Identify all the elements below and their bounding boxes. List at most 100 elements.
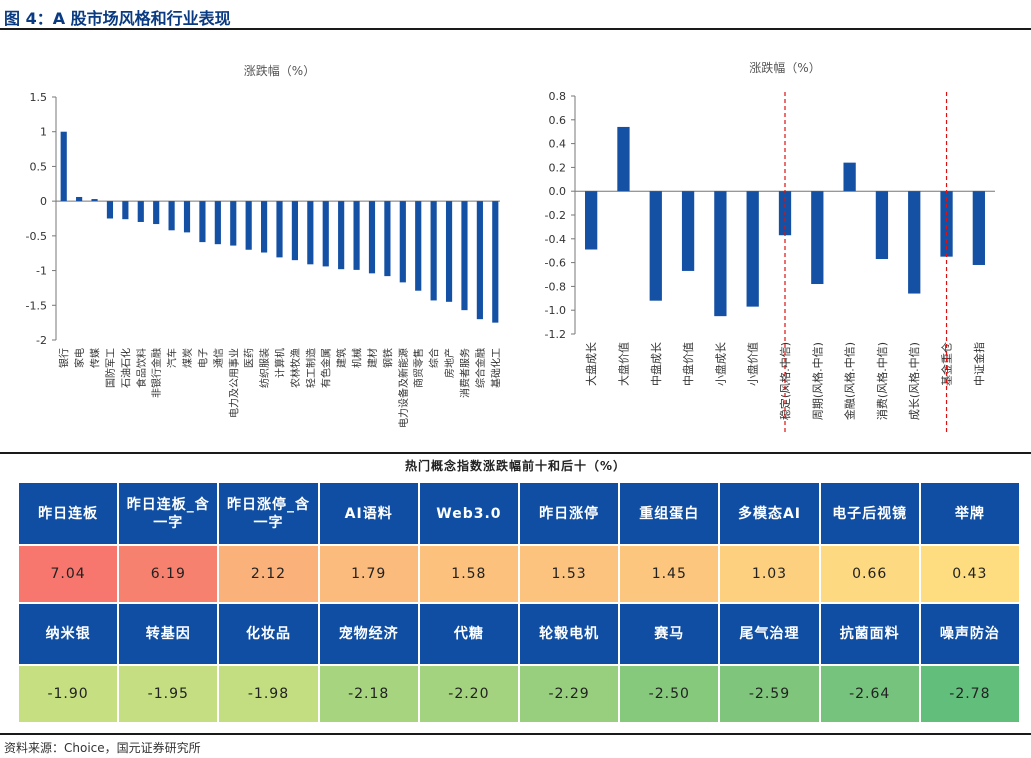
x-category-label: 汽车 — [166, 348, 179, 368]
x-category-label: 煤炭 — [181, 348, 194, 368]
x-category-label: 金融(风格.中信) — [843, 342, 857, 420]
x-category-label: 建材 — [366, 348, 379, 368]
y-tick-label: -2 — [36, 334, 47, 347]
y-tick-label: 0.4 — [549, 138, 567, 151]
bar-建材 — [368, 201, 376, 274]
bar-有色金属 — [322, 201, 329, 267]
bar-大盘价值 — [617, 126, 630, 192]
bar-钢铁 — [384, 201, 391, 277]
concept-value-cell: -2.50 — [619, 665, 720, 723]
y-tick-label: 0.8 — [549, 90, 567, 103]
x-category-label: 家电 — [73, 348, 86, 368]
concept-name-cell: 多模态AI — [719, 482, 820, 545]
concept-value-cell: -2.78 — [919, 665, 1020, 723]
concept-name-cell: 赛马 — [619, 603, 720, 665]
bar-医药 — [245, 201, 252, 250]
x-category-label: 综合 — [428, 348, 441, 368]
bar-国防军工 — [106, 201, 114, 219]
source-note: 资料来源：Choice，国元证券研究所 — [4, 741, 201, 755]
bar-成长(风格.中信) — [908, 191, 921, 294]
y-tick-label: -0.5 — [26, 230, 47, 243]
concept-value-cell: 1.53 — [518, 545, 620, 603]
x-category-label: 电力及公用事业 — [227, 348, 240, 418]
y-tick-label: -1.5 — [26, 299, 47, 312]
concept-name-cell: 纳米银 — [18, 603, 119, 665]
x-category-label: 建筑 — [335, 348, 348, 368]
concept-value-cell: -1.98 — [218, 665, 319, 723]
bar-电子 — [199, 201, 206, 243]
x-category-label: 周期(风格.中信) — [810, 342, 824, 420]
y-tick-label: 1 — [40, 126, 47, 139]
concept-value-cell: -1.95 — [118, 665, 219, 723]
bar-石油石化 — [122, 201, 129, 220]
x-category-label: 大盘成长 — [584, 342, 598, 386]
bar-商贸零售 — [415, 201, 422, 291]
bar-综合 — [430, 201, 437, 301]
x-category-label: 轻工制造 — [304, 348, 317, 388]
concept-name-cell: 昨日涨停 — [518, 482, 620, 545]
bar-中盘成长 — [649, 191, 662, 301]
concept-name-cell: 昨日连板 — [18, 482, 119, 545]
bar-非银行金融 — [153, 201, 160, 225]
bar-煤炭 — [183, 201, 191, 233]
bar-汽车 — [168, 201, 175, 231]
concept-value-cell: 1.45 — [619, 545, 720, 603]
concept-name-cell: 电子后视镜 — [819, 482, 920, 545]
concept-value-cell: -2.29 — [518, 665, 620, 723]
x-category-label: 通信 — [213, 348, 225, 368]
concept-name-cell: 代糖 — [418, 603, 519, 665]
x-category-label: 钢铁 — [381, 348, 394, 368]
bar-银行 — [60, 131, 67, 202]
x-category-label: 商贸零售 — [412, 348, 425, 388]
x-category-label: 中证金指 — [972, 342, 986, 386]
bar-传媒 — [91, 199, 98, 202]
bar-计算机 — [276, 201, 283, 258]
x-category-label: 房地产 — [443, 348, 456, 378]
y-tick-label: -1.2 — [545, 328, 566, 341]
concept-value-cell: 0.66 — [819, 545, 920, 603]
concept-value-cell: 1.79 — [318, 545, 419, 603]
bar-电力及公用事业 — [230, 201, 237, 246]
concept-value-cell: 0.43 — [919, 545, 1020, 603]
x-category-label: 中盘成长 — [649, 342, 663, 386]
x-category-label: 电力设备及新能源 — [397, 348, 410, 428]
concept-value-cell: -2.64 — [819, 665, 920, 723]
concept-value-cell: 6.19 — [118, 545, 219, 603]
x-category-label: 基金重仓 — [940, 342, 954, 386]
x-category-label: 国防军工 — [104, 348, 117, 388]
y-tick-label: -1.0 — [545, 304, 566, 317]
bar-基础化工 — [492, 201, 499, 323]
bar-金融(风格.中信) — [843, 162, 856, 192]
x-category-label: 医药 — [244, 348, 256, 368]
y-tick-label: -1 — [36, 265, 47, 278]
y-tick-label: 0.0 — [549, 185, 567, 198]
concept-name-cell: 轮毂电机 — [518, 603, 620, 665]
x-category-label: 有色金属 — [320, 348, 333, 388]
concept-value-cell: 7.04 — [18, 545, 119, 603]
x-category-label: 综合金融 — [474, 348, 487, 388]
bar-中盘价值 — [681, 191, 695, 271]
x-category-label: 小盘价值 — [746, 342, 760, 386]
y-tick-label: -0.4 — [545, 233, 566, 246]
bar-周期(风格.中信) — [811, 191, 824, 285]
x-category-label: 传媒 — [90, 348, 102, 368]
bar-基金重仓 — [940, 191, 953, 257]
bar-综合金融 — [476, 201, 483, 320]
table-title: 热门概念指数涨跌幅前十和后十（%） — [404, 459, 627, 473]
bar-房地产 — [445, 201, 453, 302]
concept-name-cell: 转基因 — [118, 603, 219, 665]
x-category-label: 纺织服装 — [258, 348, 271, 388]
chart-title: 涨跌幅（%） — [244, 63, 315, 78]
bar-电力设备及新能源 — [399, 201, 406, 283]
x-category-label: 计算机 — [274, 348, 287, 378]
y-tick-label: 0.5 — [30, 160, 48, 173]
x-category-label: 石油石化 — [119, 348, 132, 388]
bar-食品饮料 — [137, 201, 144, 222]
x-category-label: 农林牧渔 — [289, 348, 302, 388]
top-divider — [0, 28, 1031, 30]
x-category-label: 大盘价值 — [616, 342, 630, 386]
x-category-label: 消费(风格.中信) — [875, 342, 889, 420]
concept-value-cell: -1.90 — [18, 665, 119, 723]
concept-name-cell: 尾气治理 — [719, 603, 820, 665]
bar-小盘成长 — [714, 191, 727, 317]
